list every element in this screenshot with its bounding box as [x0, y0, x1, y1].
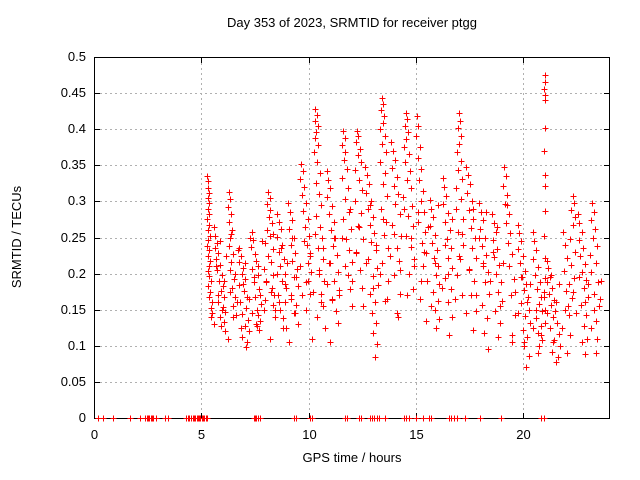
y-tick-label: 0.2	[67, 266, 86, 281]
y-axis-label: SRMTID / TECUs	[9, 185, 24, 289]
x-tick-label: 0	[90, 427, 99, 442]
x-tick-label: 5	[197, 427, 206, 442]
x-tick-label: 15	[409, 427, 424, 442]
x-tick-label: 10	[302, 427, 317, 442]
y-tick-label: 0.35	[60, 157, 86, 172]
scatter-points	[95, 72, 605, 422]
y-tick-label: 0.15	[60, 302, 86, 317]
x-axis-label: GPS time / hours	[302, 450, 402, 465]
y-tick-label: 0.05	[60, 374, 86, 389]
y-tick-label: 0.1	[67, 338, 86, 353]
y-tick-label: 0.25	[60, 230, 86, 245]
plot-area	[94, 57, 610, 422]
x-tick-label: 20	[516, 427, 531, 442]
y-tick-label: 0.5	[67, 49, 86, 64]
chart-title: Day 353 of 2023, SRMTID for receiver ptg…	[226, 15, 477, 30]
y-tick-label: 0.45	[60, 85, 86, 100]
y-tick-label: 0	[78, 410, 86, 425]
y-tick-label: 0.3	[67, 193, 86, 208]
y-tick-label: 0.4	[67, 121, 86, 136]
